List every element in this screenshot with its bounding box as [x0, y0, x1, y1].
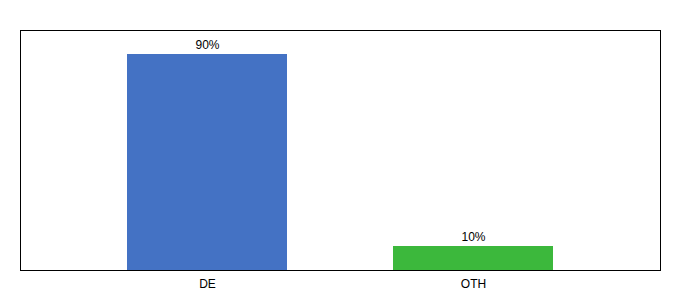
svg-text:OTH: OTH — [461, 277, 486, 291]
svg-text:90%: 90% — [195, 38, 219, 52]
svg-text:10%: 10% — [461, 230, 485, 244]
svg-text:DE: DE — [199, 277, 216, 291]
